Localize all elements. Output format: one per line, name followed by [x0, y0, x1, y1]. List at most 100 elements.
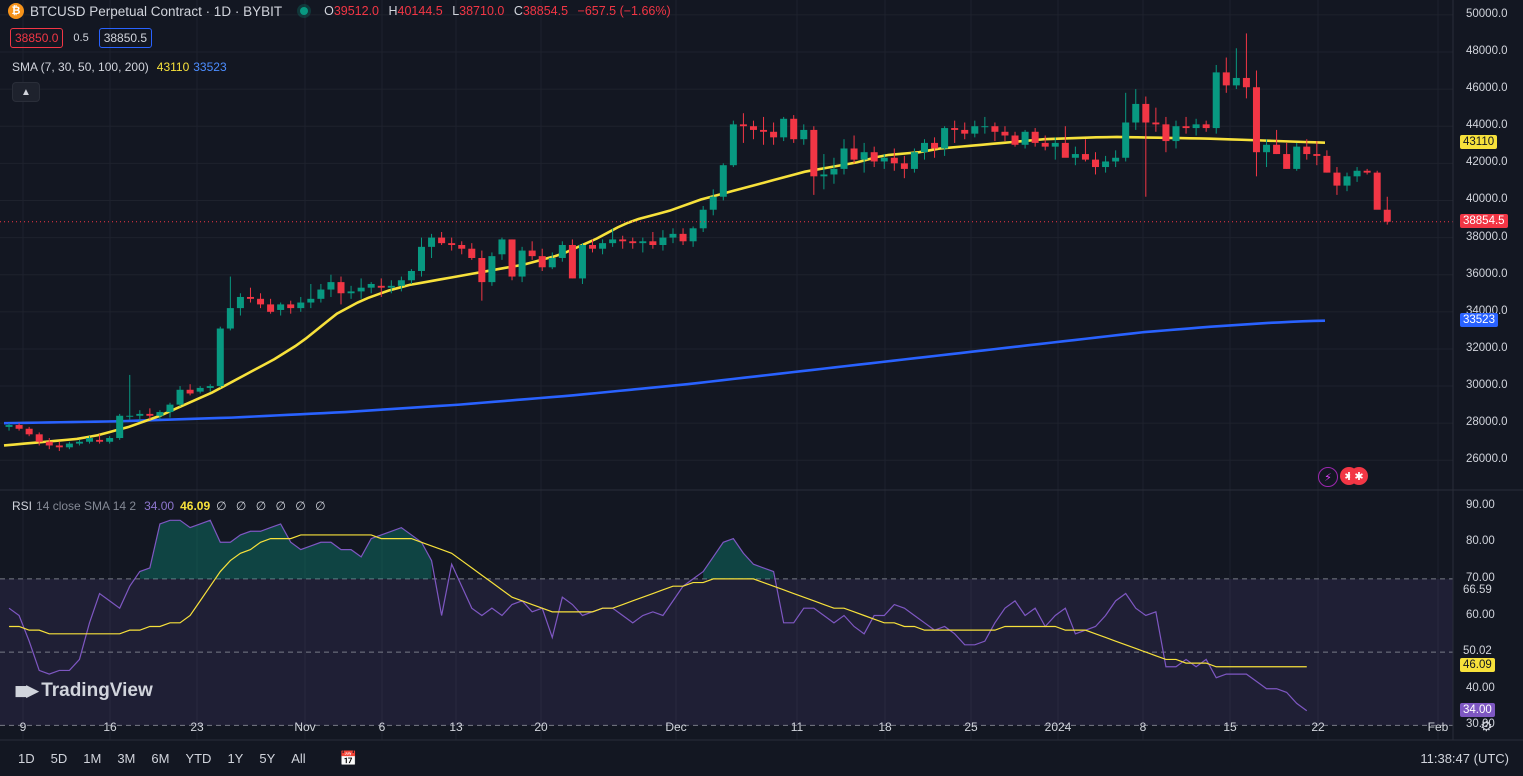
candle-body: [1212, 72, 1220, 129]
tradingview-logo[interactable]: ◼▶ TradingView: [14, 680, 153, 702]
candle-body: [659, 237, 667, 245]
rsi-middle-tag: 50.02: [1460, 644, 1495, 659]
rsi-line: [8, 519, 1308, 712]
symbol-title[interactable]: BTCUSD Perpetual Contract · 1D · BYBIT: [30, 3, 283, 19]
candle-body: [287, 304, 295, 309]
rsi-ma-value: 46.09: [180, 499, 211, 513]
candle-body: [1192, 124, 1200, 129]
candle-body: [1041, 142, 1049, 147]
candle-body: [1081, 154, 1089, 160]
time-tick-label: Nov: [294, 720, 315, 734]
price-tick-label: 38000.0: [1466, 230, 1508, 243]
price-tick-label: 40000.0: [1466, 193, 1508, 206]
spread-value: 0.5: [73, 32, 89, 44]
sell-button[interactable]: 38850.0: [10, 28, 64, 48]
sma-blue-value: 33523: [193, 60, 227, 74]
range-button-all[interactable]: All: [291, 750, 306, 766]
candle-body: [438, 237, 446, 244]
candle-body: [468, 248, 476, 258]
rsi-legend[interactable]: RSI 14 close SMA 14 2 34.00 46.09 ∅ ∅ ∅ ∅ ∅ …: [12, 499, 329, 513]
candle-body: [508, 239, 516, 277]
candle-body: [981, 126, 989, 128]
candle-body: [86, 438, 94, 442]
candle-body: [1252, 87, 1260, 153]
sma-30-price-tag: 43110: [1460, 134, 1498, 149]
gear-icon[interactable]: ⚙: [1480, 718, 1493, 734]
candle-body: [1313, 154, 1321, 156]
range-button-1m[interactable]: 1M: [83, 750, 102, 766]
range-button-ytd[interactable]: YTD: [185, 750, 212, 766]
candle-body: [166, 404, 174, 413]
candle-body: [206, 386, 214, 388]
rsi-extra-values: ∅ ∅ ∅ ∅ ∅ ∅: [216, 499, 329, 513]
sma-yellow-value: 43110: [156, 60, 190, 74]
time-tick-label: 6: [379, 720, 386, 734]
candle-body: [1011, 135, 1019, 145]
candle-body: [689, 228, 697, 242]
sma-200-line: [3, 319, 1326, 425]
time-tick-label: 9: [20, 720, 27, 734]
price-tick-label: 32000.0: [1466, 341, 1508, 354]
candle-body: [186, 389, 194, 394]
rsi-tick-label: 70.00: [1466, 571, 1495, 584]
candle-body: [367, 283, 375, 288]
candle-body: [1092, 159, 1100, 168]
rsi-ma-line: [9, 534, 1307, 668]
buy-button[interactable]: 38850.5: [98, 28, 153, 48]
candle-body: [599, 243, 607, 249]
candle-body: [719, 165, 727, 197]
candle-body: [1021, 131, 1029, 145]
candle-body: [1142, 103, 1150, 123]
sma-legend[interactable]: SMA (7, 30, 50, 100, 200) 43110 33523: [12, 60, 227, 74]
time-tick-label: 23: [190, 720, 204, 734]
candle-body: [458, 245, 466, 249]
candle-body: [246, 296, 254, 299]
flash-icon[interactable]: ⚡: [1318, 467, 1338, 487]
symbol-header[interactable]: ₿ BTCUSD Perpetual Contract · 1D · BYBIT…: [8, 3, 677, 19]
range-button-5y[interactable]: 5Y: [259, 750, 276, 766]
candle-body: [840, 148, 848, 169]
range-button-1d[interactable]: 1D: [18, 750, 35, 766]
clock[interactable]: 11:38:47 (UTC): [1420, 751, 1509, 766]
candle-body: [126, 415, 134, 417]
rsi-legend-label: RSI: [12, 499, 33, 513]
candle-body: [639, 241, 647, 244]
time-tick-label: 13: [449, 720, 463, 734]
candle-body: [860, 152, 868, 160]
candle-body: [55, 445, 63, 448]
range-button-1y[interactable]: 1Y: [227, 750, 244, 766]
rsi-tick-label: 90.00: [1466, 498, 1495, 511]
candle-body: [387, 285, 395, 288]
range-button-6m[interactable]: 6M: [151, 750, 170, 766]
open-value: 39512.0: [333, 4, 379, 18]
candle-body: [397, 280, 405, 286]
collapse-legend-button[interactable]: ▲: [12, 82, 40, 102]
candle-body: [538, 256, 546, 268]
candle-body: [297, 302, 305, 309]
candle-body: [1202, 124, 1210, 129]
price-tick-label: 42000.0: [1466, 156, 1508, 169]
rsi-value: 34.00: [144, 499, 175, 513]
candlestick-series: [5, 33, 1391, 452]
candle-body: [910, 152, 918, 169]
us-flag-icon-2[interactable]: ✱: [1350, 467, 1368, 485]
range-button-5d[interactable]: 5D: [50, 750, 68, 766]
market-status-dot: [300, 7, 309, 15]
range-button-3m[interactable]: 3M: [117, 750, 136, 766]
candle-body: [1363, 170, 1371, 173]
candle-body: [830, 168, 838, 175]
calendar-icon[interactable]: 📅: [339, 749, 358, 766]
candle-body: [307, 298, 315, 303]
candle-body: [1283, 154, 1291, 169]
time-axis[interactable]: 9 16 23 Nov 6 13 20 Dec 11 18 25 2024 8 15 22 Feb: [20, 720, 1449, 734]
candle-body: [760, 129, 768, 132]
candle-body: [35, 434, 43, 442]
candle-body: [156, 412, 164, 416]
rsi-legend-params: 14 close SMA 14 2: [36, 499, 137, 513]
candle-body: [1263, 144, 1271, 153]
tradingview-logo-icon: ◼▶: [14, 681, 39, 700]
candle-body: [548, 257, 556, 268]
event-icons[interactable]: ⚡ ✱ ✱: [1318, 467, 1368, 487]
candle-body: [488, 256, 496, 283]
